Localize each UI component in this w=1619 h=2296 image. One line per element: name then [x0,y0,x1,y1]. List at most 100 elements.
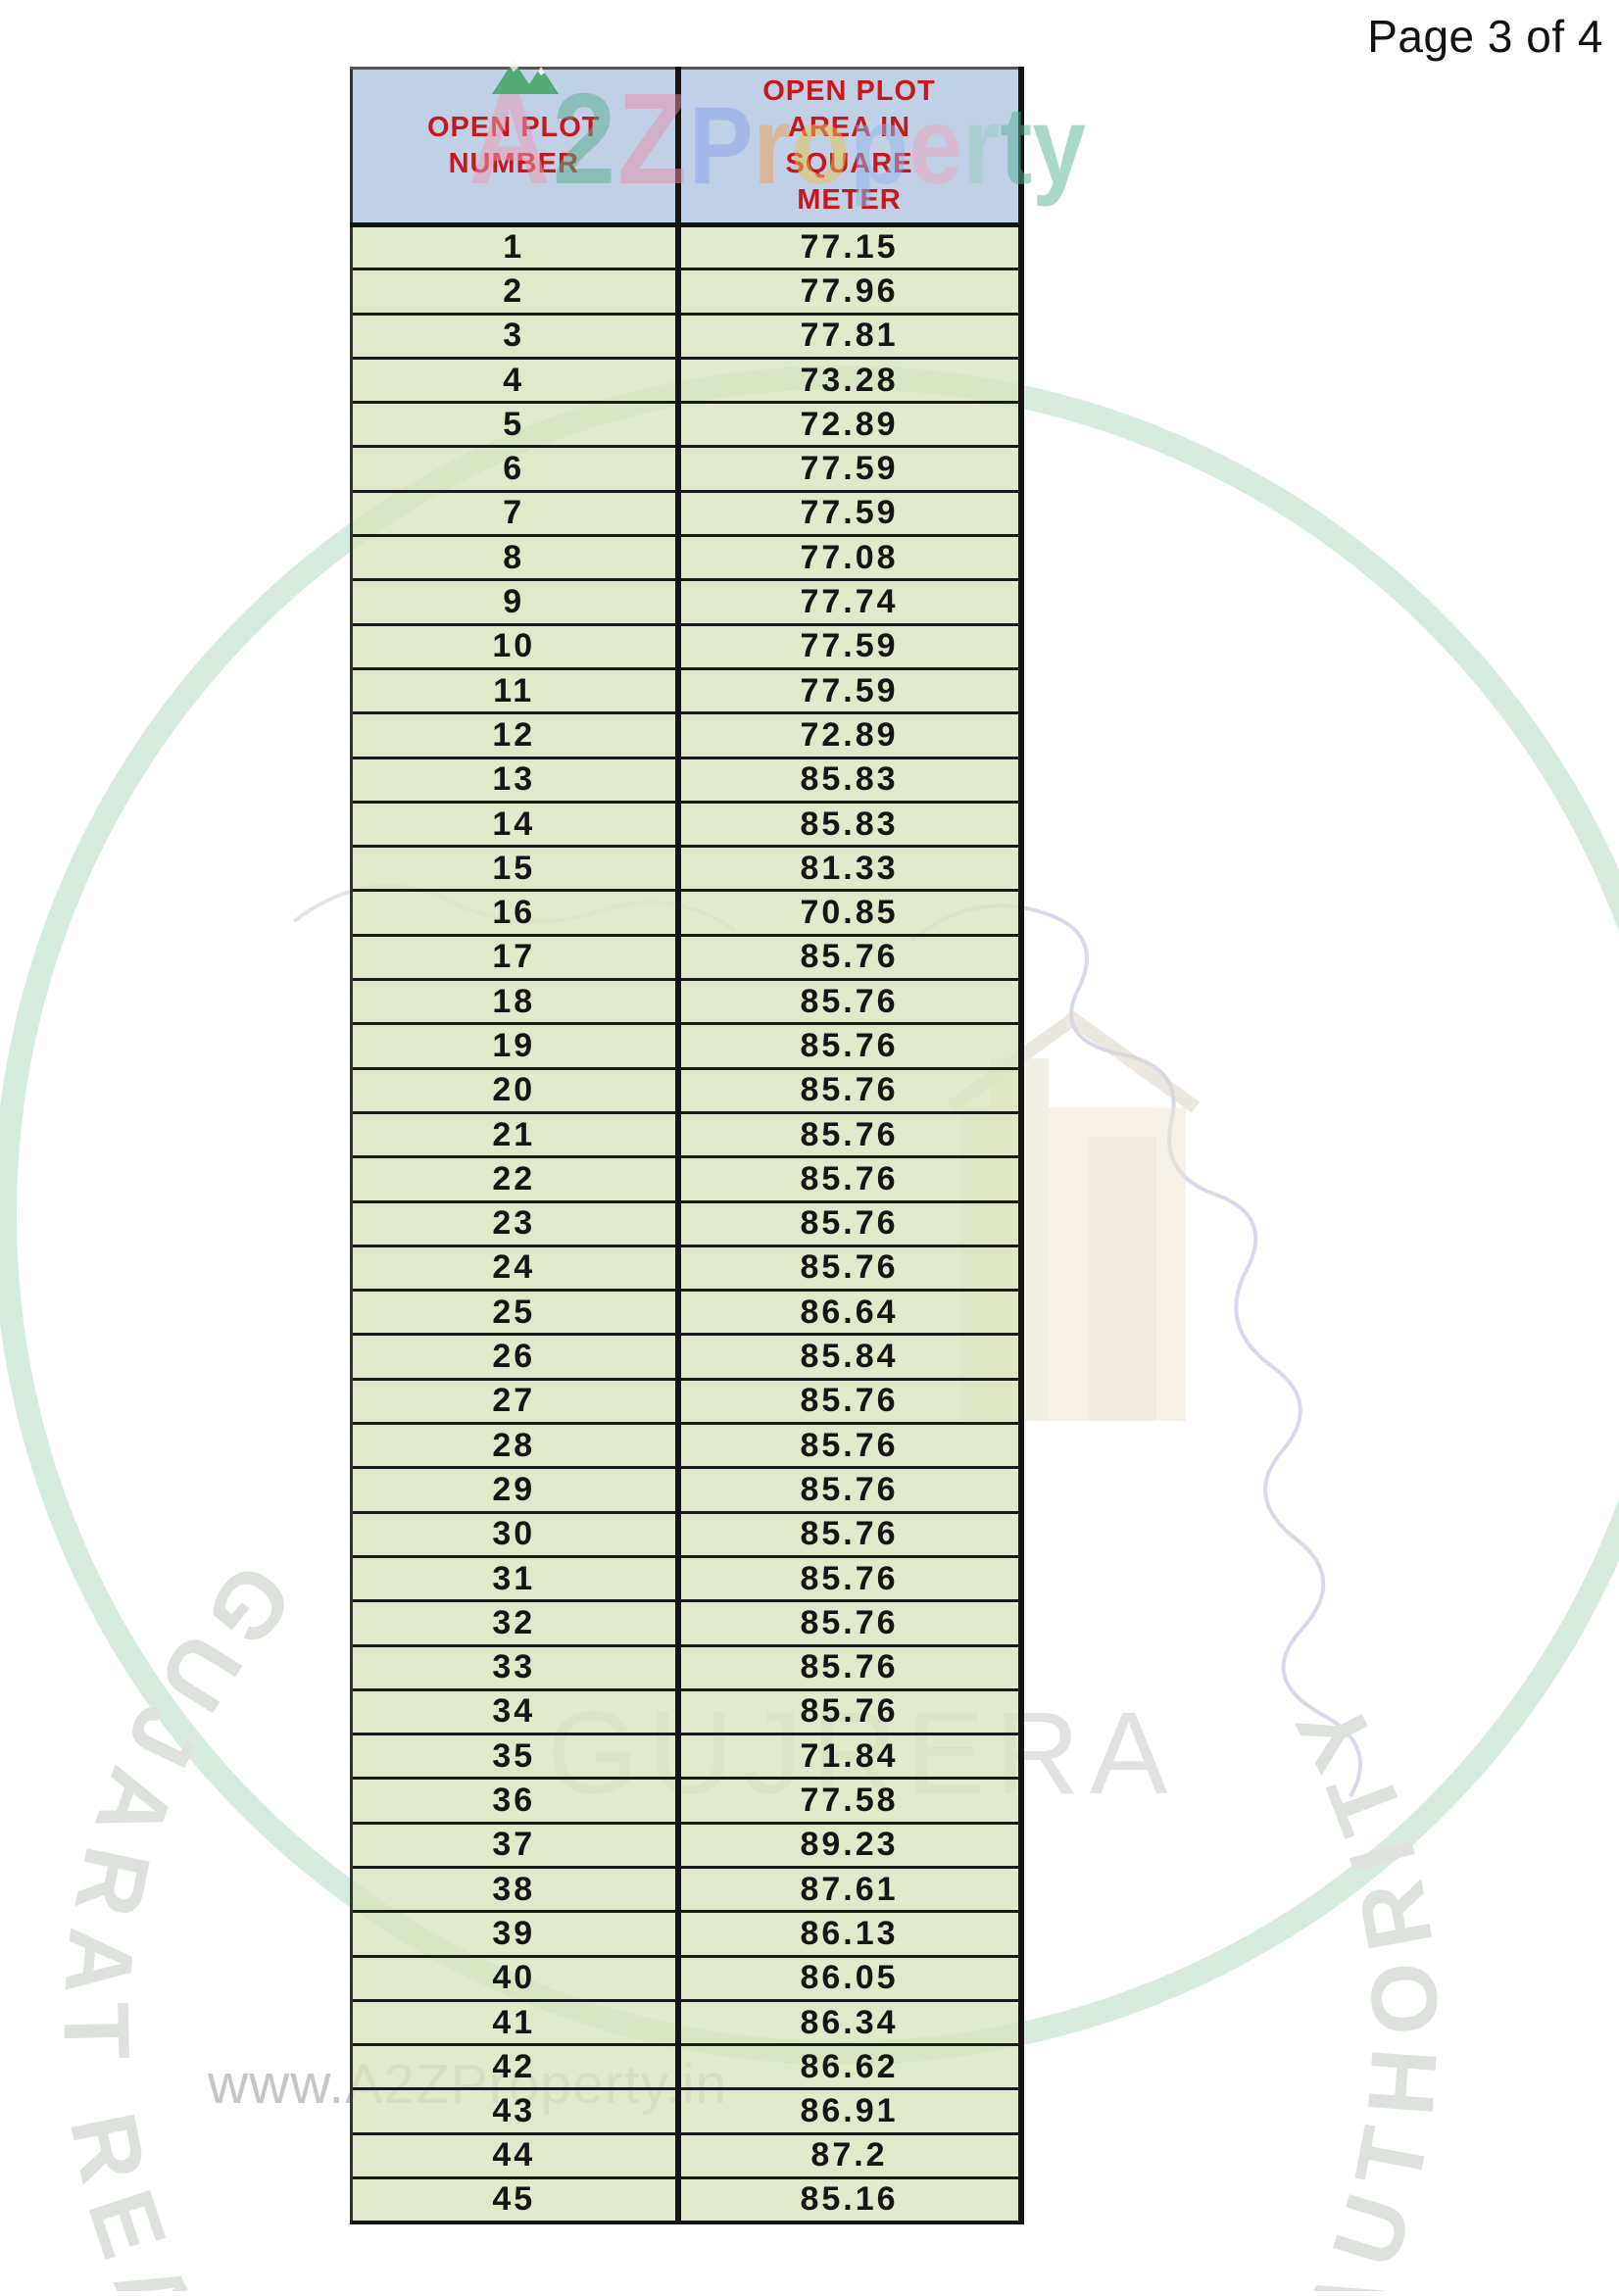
plot-number-cell: 10 [350,622,681,669]
plot-number-cell: 8 [350,534,681,580]
table-row: 21 85.76 [350,1110,1024,1157]
area-value-cell: 89.23 [677,1821,1024,1868]
table-row: 18 85.76 [350,978,1024,1024]
table-row: 33 85.76 [350,1643,1024,1690]
plot-number-cell: 7 [350,489,681,536]
area-value-cell: 77.59 [677,489,1024,536]
plot-number-cell: 43 [350,2087,681,2134]
plot-number-cell: 29 [350,1466,681,1513]
table-row: 45 85.16 [350,2176,1024,2224]
table-row: 8 77.08 [350,534,1024,580]
table-row: 1 77.15 [350,222,1024,269]
table-row: 6 77.59 [350,445,1024,492]
plot-number-cell: 33 [350,1643,681,1690]
area-value-cell: 77.59 [677,666,1024,713]
table-row: 24 85.76 [350,1244,1024,1291]
table-row: 40 86.05 [350,1954,1024,2001]
table-row: 29 85.76 [350,1466,1024,1513]
plot-number-cell: 40 [350,1954,681,2001]
plot-number-cell: 16 [350,889,681,936]
area-value-cell: 85.83 [677,800,1024,847]
table-row: 38 87.61 [350,1865,1024,1912]
area-value-cell: 77.15 [677,222,1024,269]
area-value-cell: 85.76 [677,1377,1024,1424]
table-row: 31 85.76 [350,1554,1024,1601]
gujarat-map-outline-icon [909,904,1362,1797]
plot-number-cell: 34 [350,1687,681,1734]
plot-number-cell: 27 [350,1377,681,1424]
area-value-cell: 85.76 [677,1110,1024,1157]
area-value-cell: 87.61 [677,1865,1024,1912]
table-row: 25 86.64 [350,1289,1024,1335]
plot-number-cell: 19 [350,1022,681,1069]
plot-number-cell: 24 [350,1244,681,1291]
table-row: 17 85.76 [350,933,1024,980]
plot-number-cell: 4 [350,356,681,403]
area-value-cell: 86.64 [677,1289,1024,1335]
table-row: 35 71.84 [350,1733,1024,1779]
area-value-cell: 77.59 [677,622,1024,669]
area-value-cell: 85.84 [677,1333,1024,1380]
area-value-cell: 85.76 [677,1022,1024,1069]
area-value-cell: 70.85 [677,889,1024,936]
table-header-area: OPEN PLOT AREA IN SQUARE METER [677,67,1024,227]
table-row: 44 87.2 [350,2131,1024,2178]
page-number: Page 3 of 4 [1367,11,1603,62]
table-row: 20 85.76 [350,1066,1024,1113]
table-header-row: OPEN PLOT NUMBER OPEN PLOT AREA IN SQUAR… [350,67,1024,227]
plot-number-cell: 17 [350,933,681,980]
plot-number-cell: 39 [350,1910,681,1957]
plot-number-cell: 14 [350,800,681,847]
area-value-cell: 77.08 [677,534,1024,580]
table-row: 26 85.84 [350,1333,1024,1380]
table-row: 15 81.33 [350,845,1024,891]
area-value-cell: 85.76 [677,978,1024,1024]
area-value-cell: 86.91 [677,2087,1024,2134]
area-value-cell: 85.16 [677,2176,1024,2224]
table-row: 39 86.13 [350,1910,1024,1957]
plot-number-cell: 36 [350,1777,681,1824]
area-value-cell: 85.76 [677,1199,1024,1246]
area-value-cell: 86.34 [677,1998,1024,2045]
table-row: 5 72.89 [350,401,1024,447]
table-row: 14 85.83 [350,800,1024,847]
plot-number-cell: 38 [350,1865,681,1912]
table-row: 7 77.59 [350,489,1024,536]
area-value-cell: 86.62 [677,2043,1024,2089]
area-value-cell: 85.76 [677,1510,1024,1557]
table-row: 10 77.59 [350,622,1024,669]
plot-number-cell: 12 [350,711,681,758]
area-value-cell: 86.05 [677,1954,1024,2001]
area-value-cell: 85.76 [677,1554,1024,1601]
plot-number-cell: 41 [350,1998,681,2045]
table-row: 43 86.91 [350,2087,1024,2134]
area-value-cell: 77.74 [677,578,1024,625]
table-row: 36 77.58 [350,1777,1024,1824]
plot-number-cell: 20 [350,1066,681,1113]
area-value-cell: 85.76 [677,1244,1024,1291]
table-row: 16 70.85 [350,889,1024,936]
plot-number-cell: 9 [350,578,681,625]
plot-number-cell: 26 [350,1333,681,1380]
area-value-cell: 85.76 [677,1066,1024,1113]
table-row: 37 89.23 [350,1821,1024,1868]
table-row: 13 85.83 [350,756,1024,803]
table-row: 22 85.76 [350,1155,1024,1202]
area-value-cell: 85.76 [677,1687,1024,1734]
plot-number-cell: 22 [350,1155,681,1202]
plot-number-cell: 23 [350,1199,681,1246]
area-value-cell: 85.76 [677,1466,1024,1513]
area-value-cell: 77.58 [677,1777,1024,1824]
table-row: 3 77.81 [350,312,1024,359]
area-value-cell: 85.76 [677,1422,1024,1468]
area-value-cell: 85.76 [677,1155,1024,1202]
plot-number-cell: 37 [350,1821,681,1868]
area-value-cell: 81.33 [677,845,1024,891]
area-value-cell: 85.83 [677,756,1024,803]
table-row: 19 85.76 [350,1022,1024,1069]
table-row: 4 73.28 [350,356,1024,403]
area-value-cell: 71.84 [677,1733,1024,1779]
area-value-cell: 77.96 [677,268,1024,315]
plot-number-cell: 25 [350,1289,681,1335]
plot-number-cell: 30 [350,1510,681,1557]
